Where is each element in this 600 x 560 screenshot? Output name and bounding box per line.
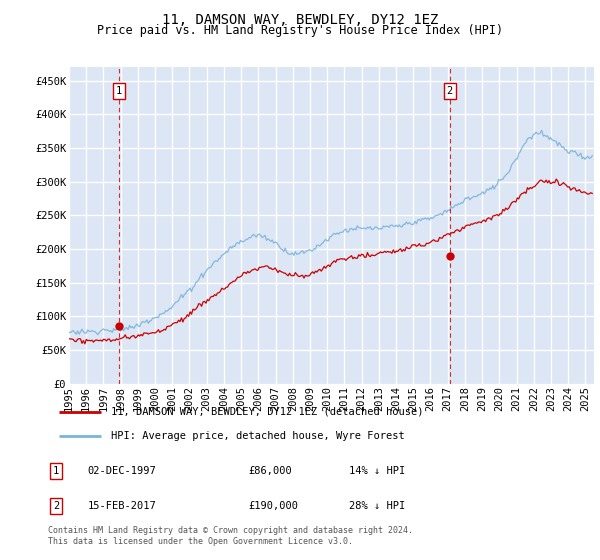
Text: 2: 2: [446, 86, 453, 96]
Text: Contains HM Land Registry data © Crown copyright and database right 2024.
This d: Contains HM Land Registry data © Crown c…: [48, 526, 413, 546]
Text: Price paid vs. HM Land Registry's House Price Index (HPI): Price paid vs. HM Land Registry's House …: [97, 24, 503, 37]
Text: 14% ↓ HPI: 14% ↓ HPI: [349, 466, 405, 476]
Text: 2: 2: [53, 501, 59, 511]
Text: 02-DEC-1997: 02-DEC-1997: [88, 466, 157, 476]
Text: 15-FEB-2017: 15-FEB-2017: [88, 501, 157, 511]
Text: 11, DAMSON WAY, BEWDLEY, DY12 1EZ: 11, DAMSON WAY, BEWDLEY, DY12 1EZ: [162, 13, 438, 27]
Text: 1: 1: [116, 86, 122, 96]
Text: £190,000: £190,000: [248, 501, 299, 511]
Text: 1: 1: [53, 466, 59, 476]
Text: 11, DAMSON WAY, BEWDLEY, DY12 1EZ (detached house): 11, DAMSON WAY, BEWDLEY, DY12 1EZ (detac…: [112, 407, 424, 417]
Text: HPI: Average price, detached house, Wyre Forest: HPI: Average price, detached house, Wyre…: [112, 431, 405, 441]
Text: 28% ↓ HPI: 28% ↓ HPI: [349, 501, 405, 511]
Text: £86,000: £86,000: [248, 466, 292, 476]
